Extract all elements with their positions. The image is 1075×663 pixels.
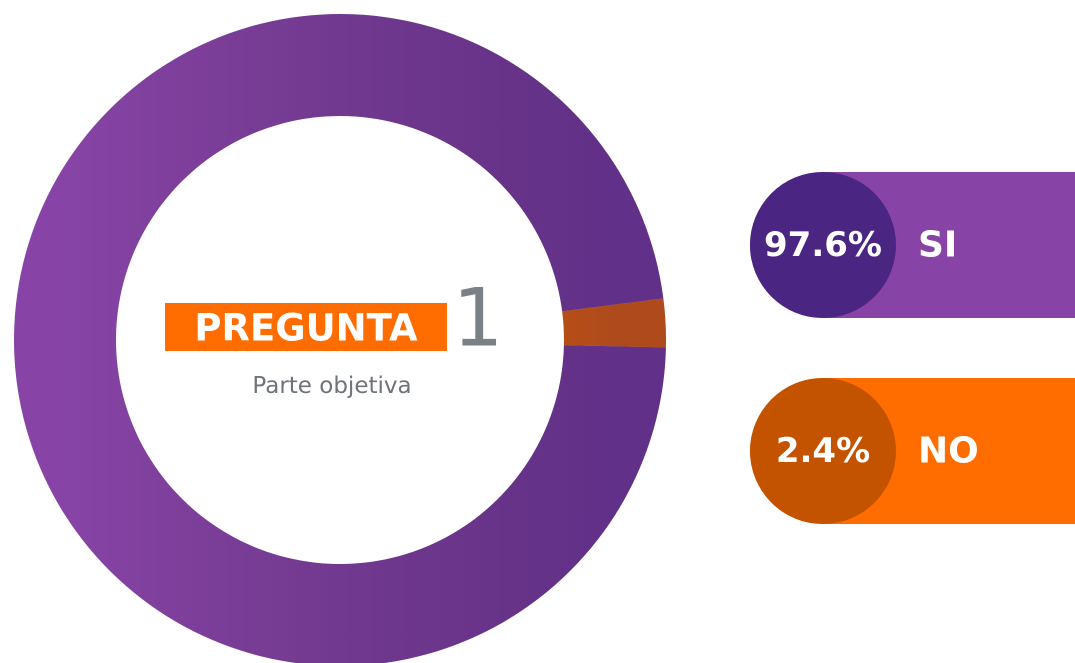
title-number: 1 xyxy=(453,272,504,365)
subtitle: Parte objetiva xyxy=(252,373,411,399)
legend: 97.6% SI 2.4% NO xyxy=(750,172,1075,524)
title-box xyxy=(165,303,447,351)
data-label: 97.6% xyxy=(764,225,882,265)
chart-title: PREGUNTA xyxy=(194,307,418,350)
legend-label: SI xyxy=(918,225,957,266)
legend-label: NO xyxy=(918,431,979,472)
legend-badge xyxy=(750,378,896,524)
ring-shade xyxy=(14,14,666,663)
legend-badge xyxy=(750,172,896,318)
data-label: 2.4% xyxy=(776,431,870,471)
donut xyxy=(14,14,666,663)
